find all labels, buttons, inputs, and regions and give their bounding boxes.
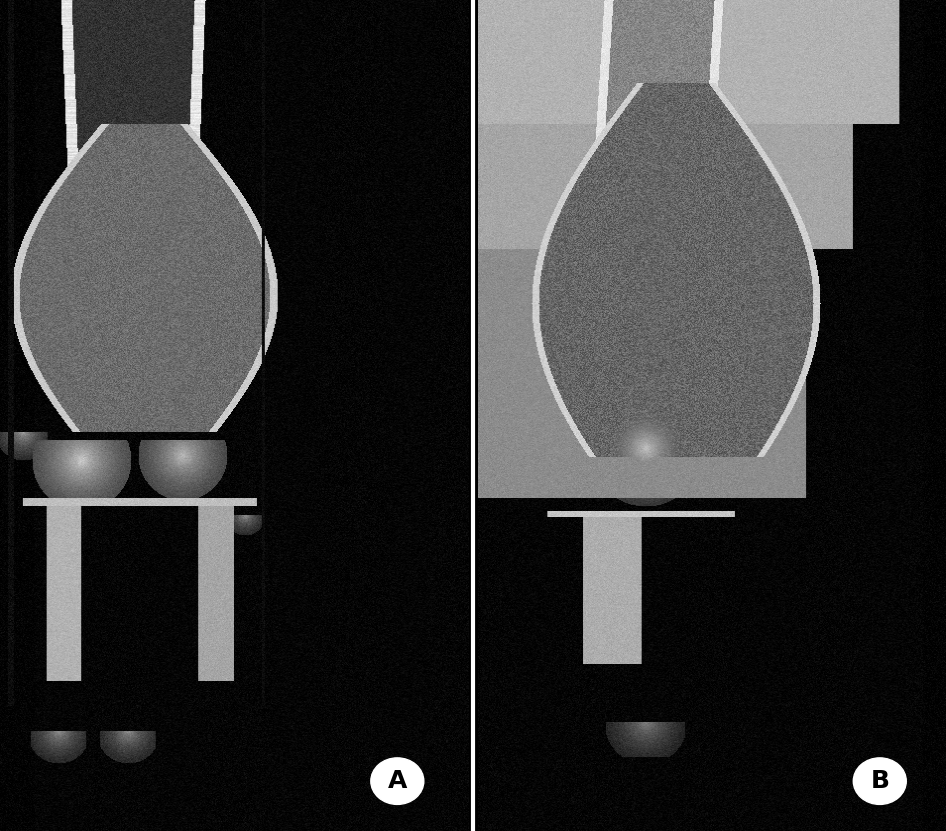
Text: B: B xyxy=(870,770,889,793)
Text: A: A xyxy=(388,770,407,793)
Circle shape xyxy=(853,758,906,804)
Circle shape xyxy=(371,758,424,804)
